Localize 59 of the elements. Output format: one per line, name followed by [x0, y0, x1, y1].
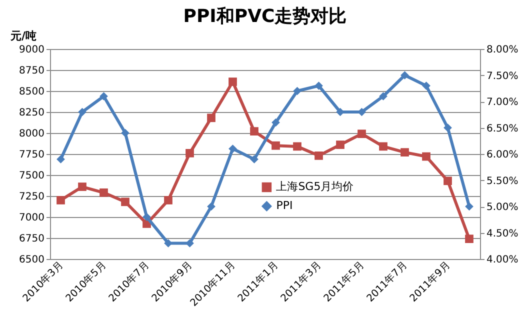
point — [78, 182, 86, 191]
y-tick-label: 7250 — [19, 192, 44, 202]
point — [465, 202, 474, 211]
point — [100, 92, 108, 100]
point — [272, 141, 280, 150]
point — [228, 78, 237, 86]
point — [78, 108, 86, 116]
y2-tick-label: 7.00% — [486, 97, 518, 108]
point — [465, 234, 474, 244]
point — [336, 140, 344, 149]
point — [56, 196, 65, 204]
point — [56, 155, 65, 164]
y-axis-title: 元/吨 — [10, 30, 37, 42]
point — [121, 198, 130, 206]
y2-tick-label: 6.00% — [486, 150, 518, 160]
point — [207, 202, 216, 211]
y-tick-label: 8750 — [19, 66, 44, 76]
point — [379, 142, 388, 151]
point — [142, 212, 151, 222]
legend-label: 上海SG5月均价 — [276, 180, 354, 194]
y2-tick-label: 5.00% — [486, 202, 518, 213]
y-tick-label: 6750 — [19, 234, 44, 244]
point — [100, 188, 108, 197]
y2-tick-label: 5.50% — [486, 176, 518, 187]
point — [250, 155, 258, 164]
point — [444, 176, 452, 186]
y2-tick-label: 4.00% — [486, 254, 518, 266]
point — [400, 148, 409, 157]
y-tick-label: 8500 — [19, 86, 44, 98]
y-tick-label: 8250 — [19, 108, 44, 118]
y-tick-label: 7750 — [19, 150, 44, 160]
point — [164, 196, 172, 204]
y-tick-label: 9000 — [19, 44, 44, 56]
point — [314, 151, 323, 160]
y-tick-label: 7000 — [19, 212, 44, 224]
chart-title: PPI和PVC走势对比 — [183, 6, 347, 27]
y-tick-label: 6500 — [19, 254, 44, 266]
y-tick-label: 7500 — [19, 170, 44, 182]
point — [444, 124, 452, 132]
point — [228, 144, 237, 153]
point — [379, 92, 388, 100]
point — [422, 82, 430, 90]
point — [121, 128, 130, 138]
y-tick-label: 8000 — [19, 128, 44, 140]
y2-tick-label: 4.50% — [486, 228, 518, 240]
point — [186, 148, 194, 158]
legend-label: PPI — [276, 199, 293, 212]
y2-tick-label: 8.00% — [486, 44, 518, 56]
point — [422, 152, 430, 161]
point — [400, 71, 409, 80]
point — [314, 82, 323, 90]
point — [207, 114, 216, 122]
point — [250, 127, 258, 136]
point — [272, 118, 280, 127]
point — [293, 142, 302, 151]
y2-tick-label: 7.50% — [486, 70, 518, 82]
point — [358, 130, 366, 138]
point — [293, 86, 302, 96]
y2-tick-label: 6.50% — [486, 123, 518, 134]
